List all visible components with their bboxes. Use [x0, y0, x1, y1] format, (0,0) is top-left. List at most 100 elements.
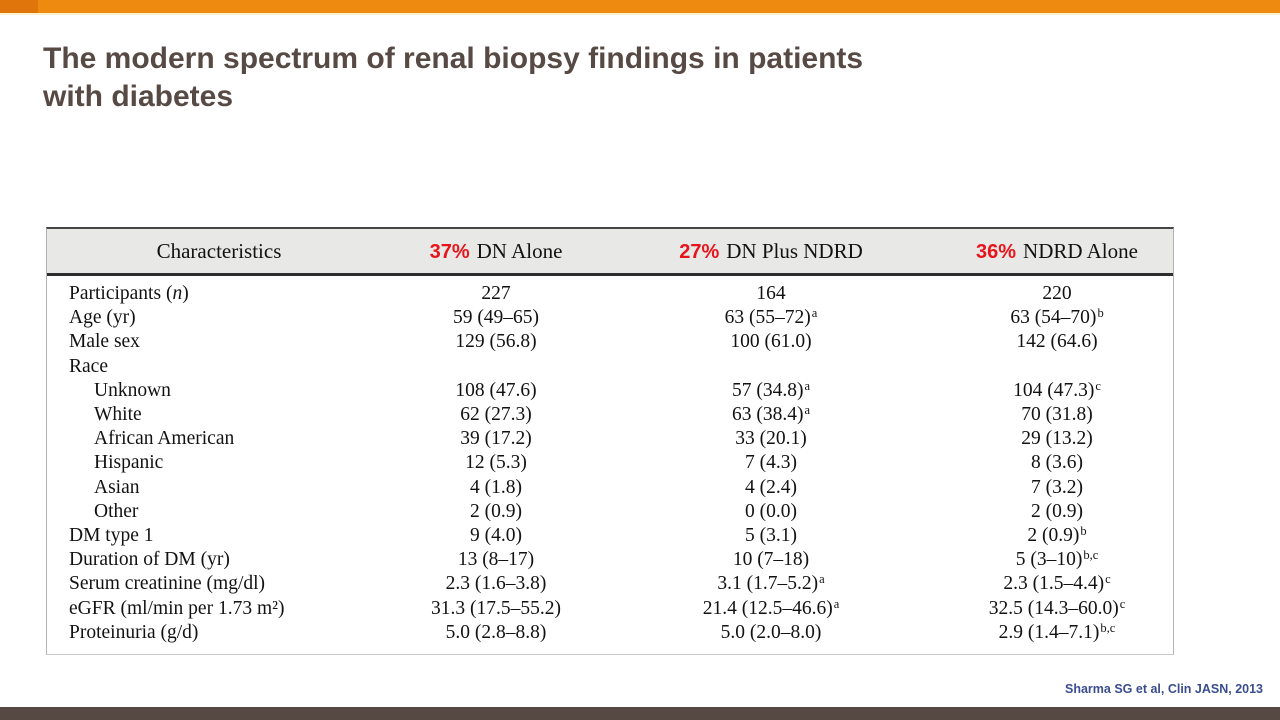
table-row: Age (yr) 59 (49–65) 63 (55–72)a 63 (54–70)b	[47, 306, 1173, 330]
dn-plus-ndrd-percentage: 27%	[679, 240, 720, 263]
cell-value: 62 (27.3)	[460, 404, 532, 426]
table-row: Asian 4 (1.8) 4 (2.4) 7 (3.2)	[47, 476, 1173, 500]
cell-value	[601, 355, 941, 379]
slide-title: The modern spectrum of renal biopsy find…	[43, 40, 1123, 116]
row-label: eGFR (ml/min per 1.73 m²)	[69, 597, 285, 619]
cell-value: 10 (7–18)	[732, 549, 810, 571]
cell-value: 4 (2.4)	[745, 476, 797, 498]
footnote-marker: c	[1119, 596, 1126, 611]
row-label: Asian	[94, 476, 140, 498]
table-row: Unknown 108 (47.6) 57 (34.8)a 104 (47.3)c	[47, 379, 1173, 403]
cell-value	[941, 355, 1173, 379]
cell-value: 29 (13.2)	[1021, 428, 1093, 450]
cell-value: 31.3 (17.5–55.2)	[431, 597, 561, 619]
dn-plus-ndrd-label: DN Plus NDRD	[726, 238, 863, 263]
cell-value: 8 (3.6)	[1031, 452, 1083, 474]
cell-value: 21.4 (12.5–46.6)a	[702, 596, 840, 619]
cell-value: 2.3 (1.6–3.8)	[445, 573, 547, 595]
row-label: Hispanic	[94, 452, 164, 474]
cell-value: 7 (3.2)	[1031, 476, 1083, 498]
cell-value: 57 (34.8)a	[731, 378, 811, 401]
row-label: Age (yr)	[69, 307, 136, 329]
ndrd-alone-percentage: 36%	[976, 240, 1017, 263]
table-body: Participants (n) 227 164 220 Age (yr) 59 (49–…	[47, 276, 1173, 654]
cell-value: 5.0 (2.8–8.8)	[445, 621, 547, 643]
footnote-marker: a	[804, 403, 811, 418]
footnote-marker: a	[811, 306, 818, 321]
row-label: Participants (n)	[69, 283, 189, 304]
column-header-characteristics: Characteristics	[156, 238, 282, 263]
cell-value: 100 (61.0)	[730, 331, 812, 353]
column-header-ndrd-alone: 36% NDRD Alone	[941, 239, 1173, 264]
table-row: eGFR (ml/min per 1.73 m²) 31.3 (17.5–55.2…	[47, 597, 1173, 621]
cell-value: 104 (47.3)c	[1013, 378, 1101, 401]
row-label: Duration of DM (yr)	[69, 549, 230, 571]
cell-value: 5.0 (2.0–8.0)	[720, 621, 822, 643]
row-label: Male sex	[69, 331, 140, 353]
ndrd-alone-label: NDRD Alone	[1023, 238, 1138, 263]
footnote-marker: c	[1105, 572, 1111, 587]
cell-value: 32.5 (14.3–60.0)c	[988, 596, 1126, 619]
column-header-dn-plus-ndrd: 27% DN Plus NDRD	[601, 239, 941, 264]
cell-value: 0 (0.0)	[745, 500, 797, 522]
renal-biopsy-findings-table: Characteristics 37% DN Alone 27% DN Plus N…	[46, 227, 1174, 656]
table-row: Serum creatinine (mg/dl) 2.3 (1.6–3.8) 3.1…	[47, 572, 1173, 596]
cell-value: 164	[756, 283, 786, 304]
row-label: Proteinuria (g/d)	[69, 621, 199, 643]
cell-value: 63 (38.4)a	[731, 403, 811, 426]
cell-value: 9 (4.0)	[470, 525, 522, 547]
table-row: Proteinuria (g/d) 5.0 (2.8–8.8) 5.0 (2.0–8…	[47, 621, 1173, 645]
footnote-marker: b,c	[1100, 620, 1116, 635]
cell-value: 13 (8–17)	[457, 549, 535, 571]
cell-value: 220	[1042, 283, 1072, 304]
table-row: Duration of DM (yr) 13 (8–17) 10 (7–18) 5 (…	[47, 548, 1173, 572]
footnote-marker: a	[804, 378, 811, 393]
table-row: Male sex 129 (56.8) 100 (61.0) 142 (64.6)	[47, 330, 1173, 354]
cell-value	[391, 355, 601, 379]
cell-value: 2 (0.9)	[1031, 500, 1083, 522]
cell-value: 63 (55–72)a	[724, 306, 818, 329]
slide-title-line2: with diabetes	[43, 80, 234, 113]
cell-value: 33 (20.1)	[735, 428, 807, 450]
cell-value: 39 (17.2)	[460, 428, 532, 450]
table-row: DM type 1 9 (4.0) 5 (3.1) 2 (0.9)b	[47, 524, 1173, 548]
cell-value: 70 (31.8)	[1021, 404, 1093, 426]
table-row: Race	[47, 355, 1173, 379]
cell-value: 108 (47.6)	[455, 379, 537, 401]
footnote-marker: b	[1080, 524, 1087, 539]
cell-value: 4 (1.8)	[470, 476, 522, 498]
cell-value: 2.3 (1.5–4.4)c	[1003, 572, 1111, 595]
row-label: Race	[69, 355, 108, 377]
citation: Sharma SG et al, Clin JASN, 2013	[1065, 682, 1263, 696]
cell-value: 5 (3.1)	[745, 525, 797, 547]
top-accent-bar-left-segment	[0, 0, 38, 13]
footnote-marker: a	[819, 572, 825, 587]
column-header-dn-alone: 37% DN Alone	[391, 239, 601, 264]
top-accent-bar	[0, 0, 1280, 13]
cell-value: 2 (0.9)	[470, 500, 522, 522]
cell-value: 142 (64.6)	[1016, 331, 1098, 353]
footnote-marker: b	[1097, 306, 1104, 321]
table-row: White 62 (27.3) 63 (38.4)a 70 (31.8)	[47, 403, 1173, 427]
cell-value: 59 (49–65)	[452, 307, 540, 329]
footnote-marker: c	[1095, 378, 1101, 393]
row-label: DM type 1	[69, 525, 154, 547]
row-label: Other	[94, 500, 139, 522]
cell-value: 2 (0.9)b	[1027, 524, 1087, 547]
row-label: African American	[94, 428, 235, 450]
cell-value: 7 (4.3)	[745, 452, 797, 474]
table-header-row: Characteristics 37% DN Alone 27% DN Plus N…	[47, 229, 1173, 276]
dn-alone-label: DN Alone	[476, 238, 563, 263]
top-accent-underline	[0, 13, 1280, 15]
cell-value: 3.1 (1.7–5.2)a	[717, 572, 825, 595]
dn-alone-percentage: 37%	[429, 240, 470, 263]
table-row: Other 2 (0.9) 0 (0.0) 2 (0.9)	[47, 500, 1173, 524]
table-row: Participants (n) 227 164 220	[47, 282, 1173, 306]
table-row: Hispanic 12 (5.3) 7 (4.3) 8 (3.6)	[47, 451, 1173, 475]
cell-value: 12 (5.3)	[465, 452, 527, 474]
footnote-marker: b,c	[1083, 548, 1099, 563]
cell-value: 227	[481, 283, 511, 304]
row-label: Unknown	[94, 379, 171, 401]
bottom-accent-bar	[0, 707, 1280, 720]
slide-title-line1: The modern spectrum of renal biopsy find…	[43, 42, 864, 75]
